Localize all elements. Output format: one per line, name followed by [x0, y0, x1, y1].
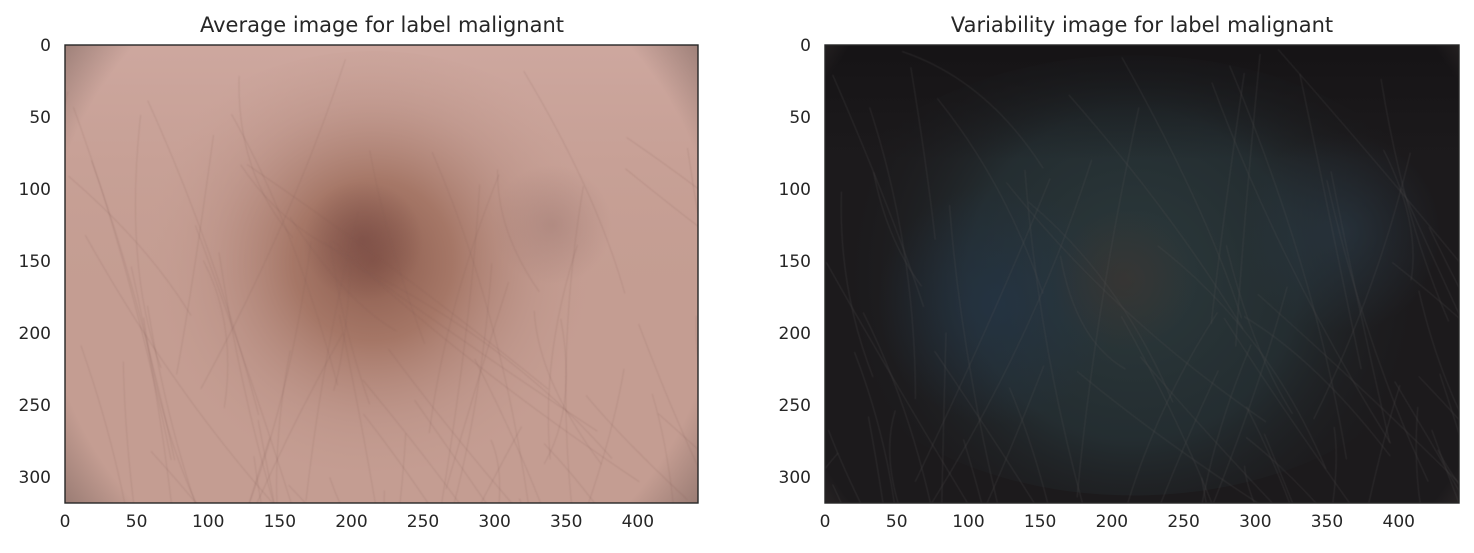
y-tick-label: 250 [779, 396, 811, 416]
y-tick-label: 0 [40, 36, 51, 56]
hair-strokes [65, 59, 698, 503]
y-tick-label: 50 [789, 108, 811, 128]
x-tick-label: 250 [407, 512, 439, 532]
axes-frame [64, 44, 699, 504]
x-tick-label: 350 [1311, 512, 1343, 532]
average-image [65, 45, 698, 503]
y-tick-label: 250 [19, 396, 51, 416]
x-tick-label: 0 [60, 512, 71, 532]
x-tick-label: 0 [820, 512, 831, 532]
y-tick-label: 100 [779, 180, 811, 200]
x-tick-label: 250 [1167, 512, 1199, 532]
chart-title: Variability image for label malignant [951, 13, 1333, 37]
y-tick-label: 0 [800, 36, 811, 56]
x-tick-label: 100 [192, 512, 224, 532]
x-tick-label: 50 [886, 512, 908, 532]
x-tick-label: 350 [550, 512, 582, 532]
x-tick-label: 150 [1024, 512, 1056, 532]
y-tick-label: 200 [779, 324, 811, 344]
y-axis-ticks: 0 50 100 150 200 250 300 [779, 36, 811, 488]
x-tick-label: 300 [1239, 512, 1271, 532]
y-tick-label: 100 [19, 180, 51, 200]
average-image-chart: Average image for label malignant 0 50 100… [19, 13, 699, 532]
x-tick-label: 200 [1096, 512, 1128, 532]
chart-title: Average image for label malignant [200, 13, 564, 37]
x-tick-label: 400 [622, 512, 654, 532]
hair-strokes [825, 48, 1459, 503]
y-tick-label: 150 [779, 252, 811, 272]
x-tick-label: 400 [1383, 512, 1415, 532]
x-axis-ticks: 0 50 100 150 200 250 300 350 400 [60, 512, 654, 532]
x-tick-label: 200 [335, 512, 367, 532]
y-tick-label: 300 [779, 468, 811, 488]
variability-image [825, 45, 1459, 503]
x-tick-label: 150 [264, 512, 296, 532]
y-tick-label: 300 [19, 468, 51, 488]
y-tick-label: 200 [19, 324, 51, 344]
x-tick-label: 100 [952, 512, 984, 532]
y-tick-label: 150 [19, 252, 51, 272]
x-axis-ticks: 0 50 100 150 200 250 300 350 400 [820, 512, 1415, 532]
x-tick-label: 50 [126, 512, 148, 532]
axes-frame [824, 44, 1460, 504]
y-axis-ticks: 0 50 100 150 200 250 300 [19, 36, 51, 488]
y-tick-label: 50 [29, 108, 51, 128]
variability-image-chart: Variability image for label malignant 0 5… [779, 13, 1460, 532]
x-tick-label: 300 [478, 512, 510, 532]
